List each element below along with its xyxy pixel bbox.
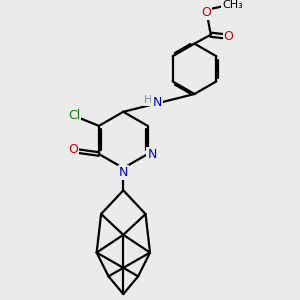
Text: H: H <box>143 95 152 105</box>
Text: O: O <box>224 30 233 43</box>
Text: CH₃: CH₃ <box>222 0 243 11</box>
Text: N: N <box>148 148 157 160</box>
Text: N: N <box>152 96 162 109</box>
Text: Cl: Cl <box>68 109 80 122</box>
Text: O: O <box>68 143 78 156</box>
Text: N: N <box>118 166 128 179</box>
Text: O: O <box>201 6 211 19</box>
